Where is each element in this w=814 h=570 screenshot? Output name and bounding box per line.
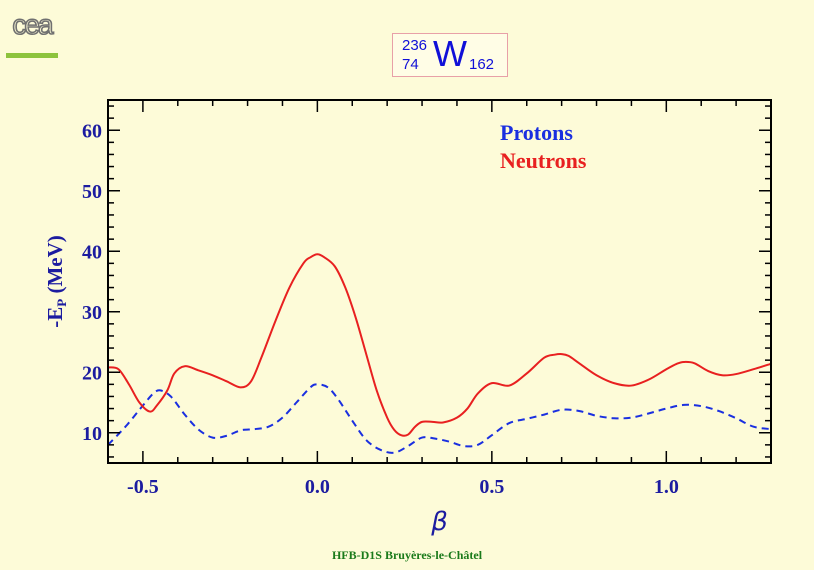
pairing-energy-chart: -0.5 0.0 0.5 1.0 10 20 30 40 50 60 β -EP (MeV) P…	[43, 99, 772, 537]
y-tick-label: 30	[82, 302, 102, 324]
element-symbol: W	[433, 33, 467, 74]
cea-logo-text: cea	[12, 9, 54, 40]
legend-entry-protons: Protons	[500, 120, 573, 145]
series-line-protons	[108, 383, 771, 454]
y-axis-label-unit: (MeV)	[43, 235, 67, 299]
plot-frame	[107, 99, 772, 464]
ticks-layer	[107, 100, 772, 463]
x-tick-label: -0.5	[127, 476, 159, 498]
atomic-number: 74	[402, 56, 419, 73]
legend-entry-neutrons: Neutrons	[500, 148, 587, 173]
x-axis-label: β	[430, 507, 448, 537]
mass-number: 236	[402, 37, 428, 54]
series-line-neutrons	[108, 253, 771, 437]
y-tick-labels: 10 20 30 40 50 60	[82, 120, 102, 445]
x-tick-label: 0.5	[479, 476, 504, 498]
x-tick-label: 0.0	[305, 476, 330, 498]
y-tick-label: 20	[82, 362, 102, 384]
footer-credit: HFB-D1S Bruyères-le-Châtel	[331, 548, 483, 562]
legend: Protons Neutrons	[500, 120, 587, 173]
y-axis-label: -EP (MeV)	[43, 235, 69, 328]
series-layer	[108, 253, 771, 454]
nucleus-label: 236 74 W 162	[392, 33, 508, 77]
neutron-number: 162	[469, 56, 495, 73]
y-tick-label: 50	[82, 181, 102, 203]
logo-underline	[6, 53, 58, 58]
cea-logo: cea	[6, 8, 58, 58]
y-axis-label-main: -E	[43, 307, 67, 328]
y-tick-label: 60	[82, 120, 102, 142]
x-tick-label: 1.0	[654, 476, 679, 498]
y-tick-label: 40	[82, 241, 102, 263]
y-tick-label: 10	[82, 423, 102, 445]
x-tick-labels: -0.5 0.0 0.5 1.0	[127, 476, 679, 498]
y-axis-label-sub: P	[54, 299, 69, 307]
